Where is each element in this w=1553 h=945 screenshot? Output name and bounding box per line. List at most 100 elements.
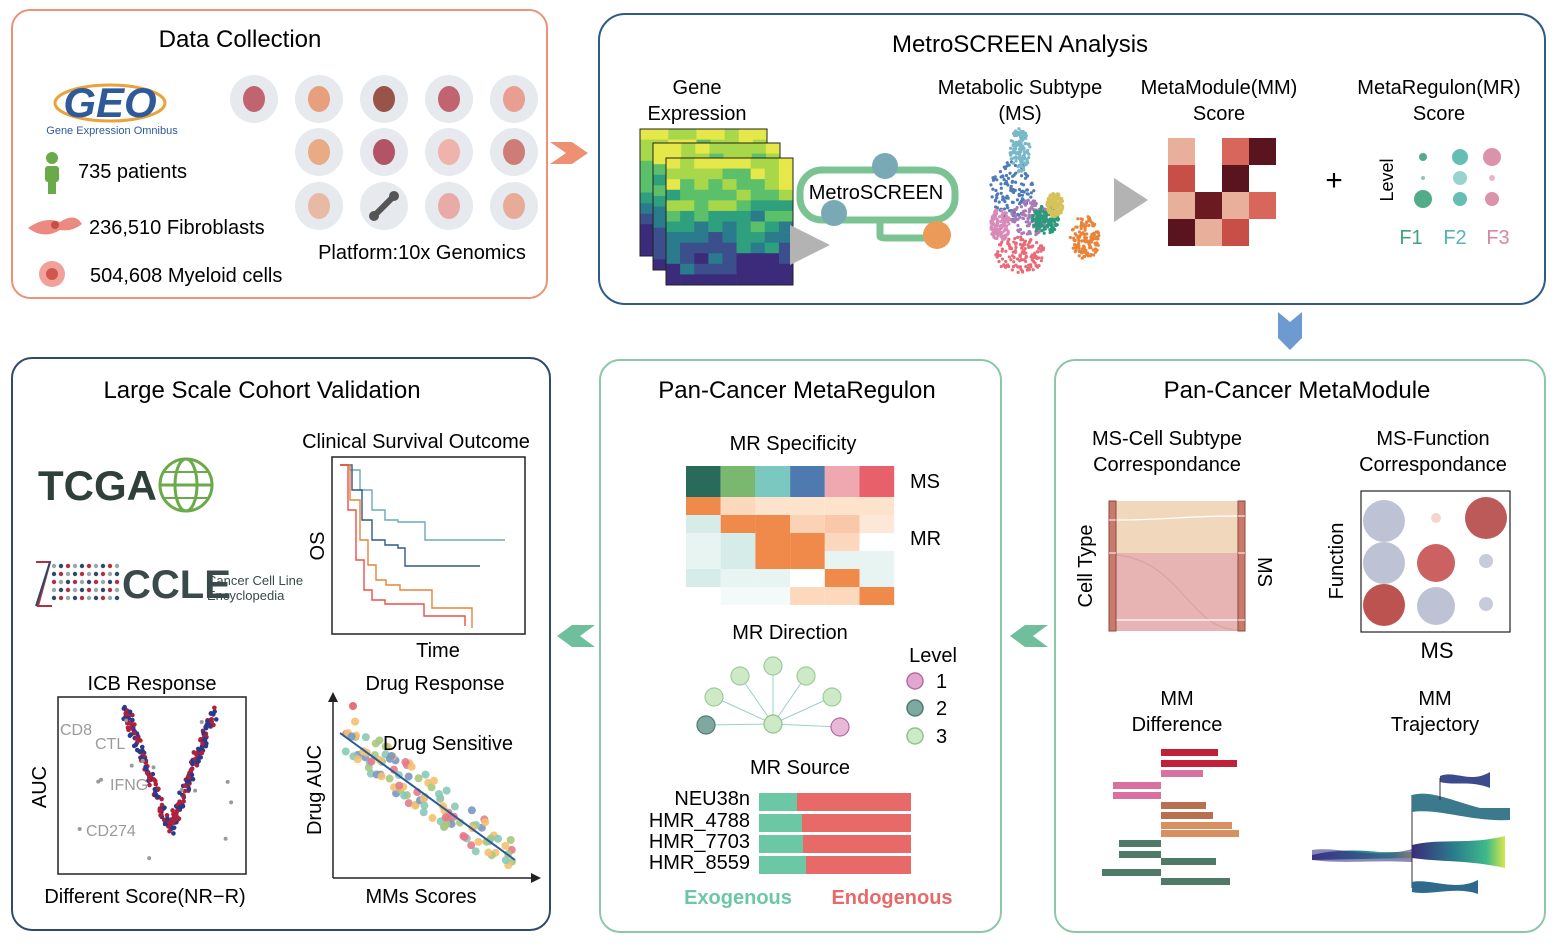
icb-title: ICB Response [88, 673, 217, 695]
function-plot-frame [1360, 490, 1511, 633]
level-legend-title: Level [909, 645, 957, 667]
ccle-dot [100, 571, 106, 577]
spec-cell [720, 533, 756, 551]
source-label-4: HMR_8559 [649, 852, 750, 874]
mm-diff-bar [1113, 792, 1161, 799]
metroscreen-tool-label: MetroSCREEN [809, 182, 943, 204]
icb-point [130, 717, 135, 723]
icb-point [157, 808, 163, 814]
spec-cell [755, 587, 791, 605]
level-2-label: 2 [936, 698, 947, 720]
mr-specificity-heatmap [686, 466, 895, 605]
icb-point [186, 786, 192, 792]
drug-point [501, 841, 510, 850]
icb-point [181, 799, 186, 804]
icb-point [200, 741, 205, 746]
mm-diff-bar [1119, 851, 1161, 858]
geo-logo: GEO Gene Expression Omnibus [46, 79, 178, 137]
ccle-dot [114, 587, 120, 593]
ccle-dot [79, 563, 85, 569]
spec-cell [755, 515, 791, 533]
intestine-icon [425, 182, 473, 230]
icb-point [204, 722, 210, 728]
drug-point [506, 835, 515, 844]
mm-heat-cell [1168, 138, 1195, 165]
liver-icon [360, 75, 408, 123]
data-collection-border [11, 9, 548, 299]
drug-title: Drug Response [366, 673, 505, 695]
icb-point [165, 816, 170, 822]
icb-point [129, 763, 134, 768]
drug-point [404, 772, 413, 781]
drug-point [375, 756, 384, 765]
source-label-1: NEU38n [674, 788, 750, 810]
mm-traj-title-1: MM [1418, 688, 1451, 710]
thyroid-icon [360, 128, 408, 176]
metamodule-panel: Pan-Cancer MetaModule MS-Cell Subtype Co… [1054, 359, 1546, 933]
icb-point [156, 786, 161, 792]
spec-cell [720, 551, 756, 569]
ccle-dot [100, 563, 106, 569]
drug-point [377, 772, 386, 781]
function-dot [1363, 500, 1405, 542]
metroscreen-border [598, 13, 1546, 305]
mm-heat-cell [1249, 192, 1276, 219]
drug-point [367, 757, 376, 766]
mm-diff-bar [1161, 749, 1218, 756]
function-dot [1417, 544, 1455, 582]
drug-y-label: Drug AUC [304, 745, 326, 835]
drug-point [481, 818, 490, 827]
icb-gene-cd274: CD274 [86, 823, 136, 840]
icb-point [77, 826, 82, 831]
spec-cell [790, 497, 825, 515]
spec-cell [824, 587, 860, 605]
spec-header-cell [755, 466, 791, 497]
drug-point [419, 794, 428, 803]
mr-score-dotplot [1414, 148, 1501, 208]
mr-dot [1452, 149, 1468, 165]
gene-expression-heatmaps [639, 128, 794, 286]
icb-point [190, 761, 195, 767]
function-dot [1431, 513, 1441, 523]
arrow-right-icon [550, 142, 588, 164]
icb-point [153, 781, 159, 787]
source-endogenous-bar [797, 793, 911, 811]
spec-header-cell [790, 466, 825, 497]
drug-point [414, 774, 423, 783]
bladder-icon [490, 182, 538, 230]
spec-mr-label: MR [910, 528, 941, 550]
ccle-dot [100, 595, 106, 601]
trajectory-branch [1440, 772, 1490, 788]
mm-trajectory-plot [1312, 772, 1510, 894]
spec-cell [824, 569, 860, 587]
spec-cell [824, 497, 860, 515]
spec-cell [720, 569, 756, 587]
icb-point [127, 709, 133, 715]
function-dot [1417, 587, 1455, 625]
spec-cell [824, 533, 860, 551]
icb-point [191, 750, 197, 755]
metaregulon-panel: Pan-Cancer MetaRegulon MR Specificity MS… [599, 359, 1002, 933]
myeloid-cell-icon [39, 261, 65, 287]
source-label-3: HMR_7703 [649, 831, 750, 853]
mm-diff-bar [1161, 760, 1237, 767]
network-node [704, 687, 724, 707]
drug-point [353, 755, 362, 764]
spec-cell [755, 497, 791, 515]
drug-point [440, 822, 449, 831]
ccle-dot [65, 563, 71, 569]
icb-point [195, 746, 201, 752]
function-dot [1479, 597, 1493, 611]
ccle-dot [58, 571, 64, 577]
ccle-dot [72, 595, 78, 601]
ccle-dot [58, 587, 64, 593]
drug-x-label: MMs Scores [365, 886, 476, 908]
ccle-dot [114, 595, 120, 601]
patients-count: 735 patients [78, 161, 187, 183]
mm-diff-bar [1119, 840, 1161, 847]
mm-score-label-1: MetaModule(MM) [1141, 77, 1298, 99]
metroscreen-panel: MetroSCREEN Analysis Gene Expression Met… [598, 13, 1546, 305]
myeloid-count: 504,608 Myeloid cells [90, 265, 282, 287]
mm-diff-bar [1161, 858, 1216, 865]
network-edge [705, 723, 774, 726]
